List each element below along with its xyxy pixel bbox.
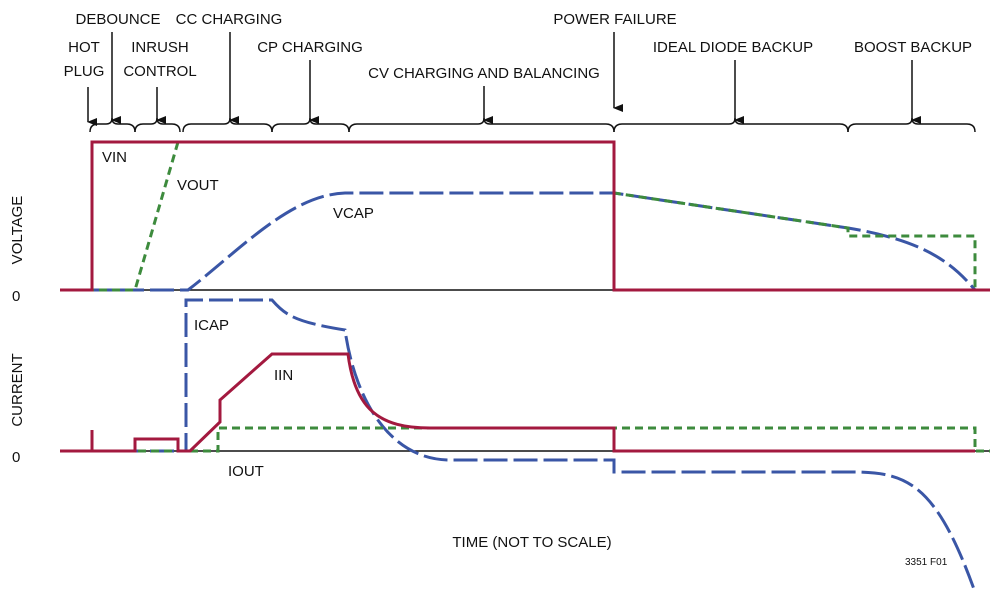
zero-label: 0 <box>12 449 20 466</box>
brace <box>182 117 273 133</box>
phase-label: PLUG <box>64 63 105 80</box>
signal-label: VOUT <box>177 177 219 194</box>
phase-braces <box>89 117 976 133</box>
phase-label: POWER FAILURE <box>553 11 676 28</box>
iout-wave <box>60 426 990 453</box>
brace <box>613 117 849 133</box>
signal-label: IIN <box>274 367 293 384</box>
brace <box>847 117 976 133</box>
signal-label: IOUT <box>228 463 264 480</box>
icap-wave <box>60 298 977 593</box>
brace <box>271 117 350 133</box>
brace <box>348 117 615 133</box>
phase-label: BOOST BACKUP <box>854 39 972 56</box>
vin-wave <box>60 140 990 292</box>
phase-label: CV CHARGING AND BALANCING <box>368 65 600 82</box>
signal-label: VCAP <box>333 205 374 222</box>
vcap-wave <box>60 191 990 292</box>
phase-label: IDEAL DIODE BACKUP <box>653 39 813 56</box>
figure-id: 3351 F01 <box>905 557 948 568</box>
phase-label: DEBOUNCE <box>75 11 160 28</box>
brace <box>89 117 136 133</box>
phase-label: INRUSH <box>131 39 189 56</box>
phase-label: CONTROL <box>123 63 196 80</box>
time-label: TIME (NOT TO SCALE) <box>452 534 611 551</box>
phase-label: CC CHARGING <box>176 11 283 28</box>
axis-label: VOLTAGE <box>9 196 26 265</box>
signal-label: ICAP <box>194 317 229 334</box>
signal-label: VIN <box>102 149 127 166</box>
zero-label: 0 <box>12 288 20 305</box>
phase-label: HOT <box>68 39 100 56</box>
vout-wave <box>60 140 990 292</box>
phase-label: CP CHARGING <box>257 39 363 56</box>
axis-label: CURRENT <box>9 353 26 426</box>
iin-wave <box>60 352 975 453</box>
brace <box>134 117 181 133</box>
